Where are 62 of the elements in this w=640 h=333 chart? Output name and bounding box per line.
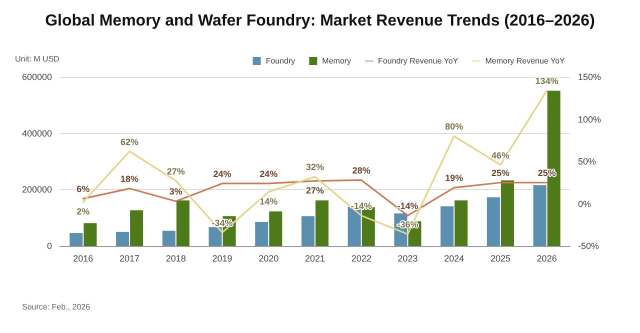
bar <box>440 206 454 246</box>
x-tick-label: 2022 <box>351 254 372 264</box>
y-axis-title: Unit: M USD <box>15 54 60 64</box>
data-label: 25% <box>491 168 510 178</box>
y2-tick-label: 50% <box>578 156 596 166</box>
data-label: 18% <box>120 174 139 184</box>
chart-title: Global Memory and Wafer Foundry: Market Revenue Trends (2016–2026) <box>45 12 595 30</box>
bar <box>70 233 83 246</box>
legend-label: Foundry <box>266 56 296 66</box>
x-tick-label: 2023 <box>398 254 418 264</box>
x-tick-label: 2016 <box>73 254 94 264</box>
bar <box>208 227 222 246</box>
y-tick-label: 400000 <box>22 128 52 138</box>
data-label: 27% <box>166 166 185 176</box>
y2-tick-label: 100% <box>578 114 602 124</box>
bar <box>500 180 514 246</box>
data-label: 62% <box>120 136 139 147</box>
y-tick-label: 600000 <box>22 72 52 82</box>
data-label: 3% <box>169 186 182 197</box>
data-label: 19% <box>445 173 464 184</box>
y2-tick-label: -50% <box>578 241 600 251</box>
data-label: -14% <box>397 201 418 212</box>
legend-label: Foundry Revenue YoY <box>378 56 459 66</box>
bar <box>533 185 546 246</box>
x-tick-label: 2026 <box>536 254 557 264</box>
data-label: 24% <box>213 168 232 179</box>
y2-tick-label: 0% <box>578 198 592 209</box>
legend-label: Memory <box>322 56 352 66</box>
bar <box>176 200 190 246</box>
bar <box>316 200 329 246</box>
data-label: -34% <box>212 218 233 228</box>
y-tick-label: 200000 <box>22 184 52 195</box>
source-note: Source: Feb., 2026 <box>22 302 91 312</box>
data-label: 134% <box>535 76 558 86</box>
data-label: 6% <box>76 184 90 194</box>
bar <box>116 232 130 246</box>
data-label: -36% <box>397 220 418 230</box>
data-label: 24% <box>260 168 278 179</box>
x-tick-label: 2019 <box>212 254 232 264</box>
bar <box>269 211 282 246</box>
data-label: 2% <box>76 206 90 217</box>
x-tick-label: 2018 <box>166 254 186 264</box>
bar <box>486 197 500 246</box>
data-label: 14% <box>260 196 278 206</box>
data-label: 28% <box>352 166 370 176</box>
data-label: 32% <box>306 162 324 172</box>
legend-label: Memory Revenue YoY <box>485 56 566 66</box>
bar <box>130 210 144 246</box>
x-tick-label: 2021 <box>304 254 326 264</box>
x-tick-label: 2017 <box>120 254 140 264</box>
bar <box>84 223 97 246</box>
bar <box>454 200 468 246</box>
bar <box>301 216 314 246</box>
bar <box>255 222 268 246</box>
y2-tick-label: 150% <box>578 72 602 82</box>
y-tick-label: 0 <box>46 241 52 251</box>
x-tick-label: 2024 <box>444 254 464 264</box>
bar <box>162 230 176 246</box>
x-tick-label: 2025 <box>490 254 510 264</box>
data-label: 27% <box>306 185 324 196</box>
data-label: 80% <box>445 122 464 132</box>
x-tick-label: 2020 <box>258 254 279 264</box>
